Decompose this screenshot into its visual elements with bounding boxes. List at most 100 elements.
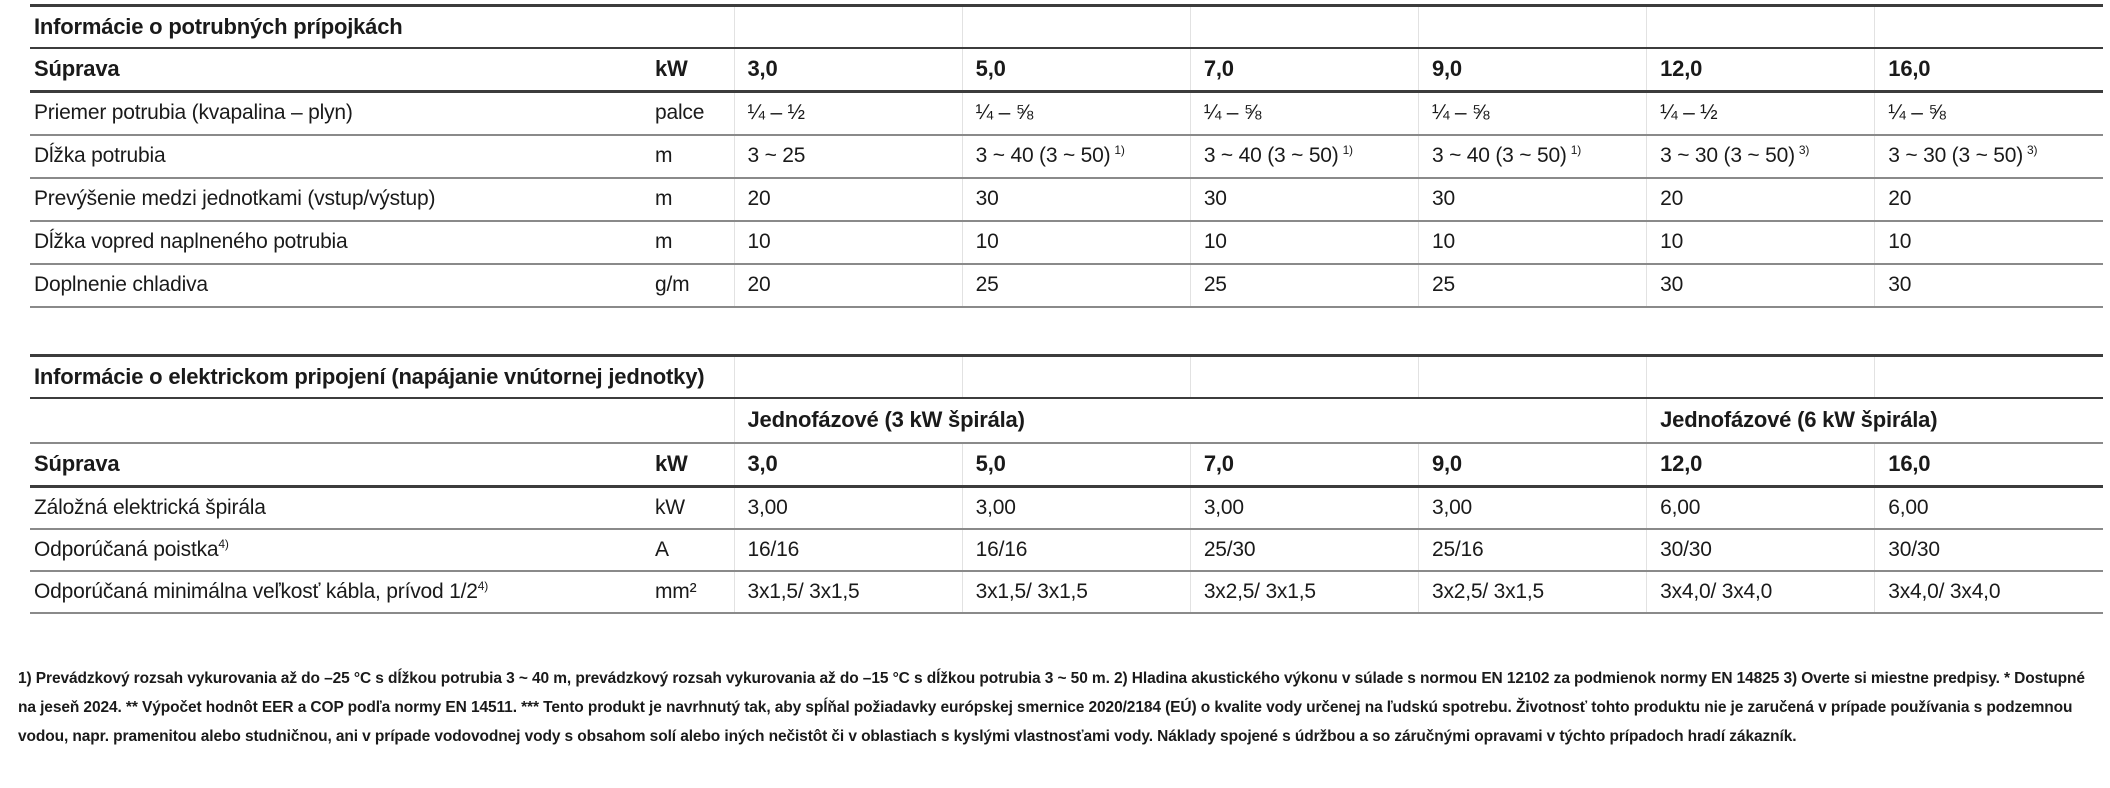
cell-value: 6,00	[1888, 495, 1929, 519]
header-cell: 9,0	[1417, 47, 1647, 93]
row-unit: palce	[655, 91, 734, 136]
row-unit: A	[655, 528, 734, 572]
table-cell: 6,00	[1646, 486, 1875, 530]
spacer-cell	[1646, 5, 1875, 49]
table-cell: 10	[961, 220, 1191, 265]
header-cell: 9,0	[1417, 442, 1647, 488]
cell-value: 3 ~ 40 (3 ~ 50)	[1431, 144, 1567, 167]
cell-value: ¼ – ⅝	[1888, 101, 1946, 125]
cell-value: 25/30	[1203, 537, 1256, 561]
spacer-cell	[1417, 5, 1647, 49]
spacer-cell	[733, 355, 963, 399]
row-label-text: Priemer potrubia (kvapalina – plyn)	[34, 101, 353, 125]
cell-value: 16/16	[975, 537, 1028, 561]
header-cell: 5,0	[961, 442, 1191, 488]
table-cell: 25	[1189, 263, 1419, 308]
table-cell: 10	[1874, 220, 2103, 265]
row-label: Priemer potrubia (kvapalina – plyn)	[30, 91, 655, 136]
cell-value: 30	[1203, 187, 1227, 210]
table-cell: 3x4,0/ 3x4,0	[1874, 570, 2103, 614]
cell-value: ¼ – ⅝	[975, 101, 1034, 125]
cell-value: 3,00	[1203, 495, 1244, 519]
cell-value: 30	[1431, 187, 1455, 210]
spacer-cell	[961, 5, 1191, 49]
footnote-ref: 4)	[477, 578, 488, 593]
header-cell: 3,0	[733, 442, 963, 488]
table-cell: 30	[1417, 177, 1647, 222]
footnote-ref: 3)	[1798, 143, 1810, 157]
table-cell: 16/16	[733, 528, 963, 572]
spacer-cell	[1874, 5, 2103, 49]
cell-value: 3 ~ 40 (3 ~ 50)	[1203, 144, 1339, 167]
cell-value: 20	[747, 187, 771, 210]
table-cell: 20	[733, 263, 963, 308]
cell-value: 10	[1431, 230, 1455, 253]
table-cell: 25	[961, 263, 1191, 308]
table-cell: 20	[1874, 177, 2103, 222]
table-row: Dĺžka potrubia m 3 ~ 25 3 ~ 40 (3 ~ 50) 1) 3 …	[30, 134, 2103, 179]
table-cell: 20	[733, 177, 963, 222]
header-cell: 16,0	[1874, 47, 2103, 93]
phase-group-label: Jednofázové (6 kW špirála)	[1646, 397, 2103, 444]
row-label: Záložná elektrická špirála	[30, 486, 655, 530]
table-cell: 3 ~ 40 (3 ~ 50) 1)	[1189, 134, 1419, 179]
table-cell: 30/30	[1646, 528, 1875, 572]
spacer-cell	[1874, 355, 2103, 399]
table-cell: 3,00	[1189, 486, 1419, 530]
table-cell: 20	[1646, 177, 1875, 222]
table-row: Prevýšenie medzi jednotkami (vstup/výstu…	[30, 177, 2103, 222]
table-row: Odporúčaná minimálna veľkosť kábla, prív…	[30, 570, 2103, 614]
cell-value: 30/30	[1888, 537, 1940, 561]
table-row: Dĺžka vopred naplneného potrubia m 10 10 10 1…	[30, 220, 2103, 265]
row-unit: m	[655, 220, 734, 265]
table-cell: 3 ~ 40 (3 ~ 50) 1)	[961, 134, 1191, 179]
header-unit: kW	[655, 47, 734, 93]
table-cell: 10	[1189, 220, 1419, 265]
table-cell: 3x1,5/ 3x1,5	[733, 570, 963, 614]
cell-value: 3x1,5/ 3x1,5	[975, 579, 1088, 603]
table-cell: 25	[1417, 263, 1647, 308]
row-label-text: Dĺžka potrubia	[34, 144, 166, 167]
row-label-text: Doplnenie chladiva	[34, 273, 208, 296]
spacer-cell	[1646, 355, 1875, 399]
cell-value: ¼ – ⅝	[1431, 101, 1490, 125]
cell-value: 25	[1203, 273, 1227, 296]
section-title-row: Informácie o elektrickom pripojení (napá…	[30, 355, 2103, 399]
footnote-ref: 1)	[1342, 143, 1353, 157]
cell-value: 25	[1431, 273, 1455, 296]
table-cell: ¼ – ⅝	[1189, 91, 1419, 136]
cell-value: 10	[975, 230, 999, 253]
header-row: Súprava kW 3,0 5,0 7,0 9,0 12,0 16,0	[30, 47, 2103, 93]
spacer-cell	[961, 355, 1191, 399]
electrical-info-table: Informácie o elektrickom pripojení (napá…	[30, 354, 2103, 614]
table-cell: ¼ – ⅝	[1874, 91, 2103, 136]
table-row: Odporúčaná poistka4) A 16/16 16/16 25/30 25/1…	[30, 528, 2103, 572]
table-cell: 25/16	[1417, 528, 1647, 572]
table-cell: ¼ – ⅝	[961, 91, 1191, 136]
cell-value: 20	[1660, 187, 1684, 210]
spacer-cell	[1189, 5, 1419, 49]
cell-value: 3 ~ 30 (3 ~ 50)	[1660, 144, 1795, 167]
cell-value: 3x4,0/ 3x4,0	[1660, 579, 1773, 603]
row-label: Doplnenie chladiva	[30, 263, 655, 308]
section-title: Informácie o elektrickom pripojení (napá…	[30, 355, 734, 399]
phase-group-row: Jednofázové (3 kW špirála) Jednofázové (…	[30, 397, 2103, 444]
spacer-cell	[1189, 355, 1419, 399]
cell-value: 3,00	[1431, 495, 1473, 519]
cell-value: 16/16	[747, 537, 800, 561]
cell-value: 3x2,5/ 3x1,5	[1431, 579, 1544, 603]
cell-value: ¼ – ½	[1660, 101, 1718, 125]
cell-value: 30	[1660, 273, 1684, 296]
header-cell: 16,0	[1874, 442, 2103, 488]
header-unit: kW	[655, 442, 734, 488]
table-cell: 16/16	[961, 528, 1191, 572]
footnote-ref: 3)	[2027, 143, 2038, 157]
table-cell: 10	[1646, 220, 1875, 265]
table-cell: 3 ~ 25	[733, 134, 963, 179]
table-cell: 3x1,5/ 3x1,5	[961, 570, 1191, 614]
table-cell: 30	[961, 177, 1191, 222]
header-cell: 5,0	[961, 47, 1191, 93]
row-label: Odporúčaná poistka4)	[30, 528, 655, 572]
row-label-text: Prevýšenie medzi jednotkami (vstup/výstu…	[34, 187, 436, 210]
table-cell: 6,00	[1874, 486, 2103, 530]
